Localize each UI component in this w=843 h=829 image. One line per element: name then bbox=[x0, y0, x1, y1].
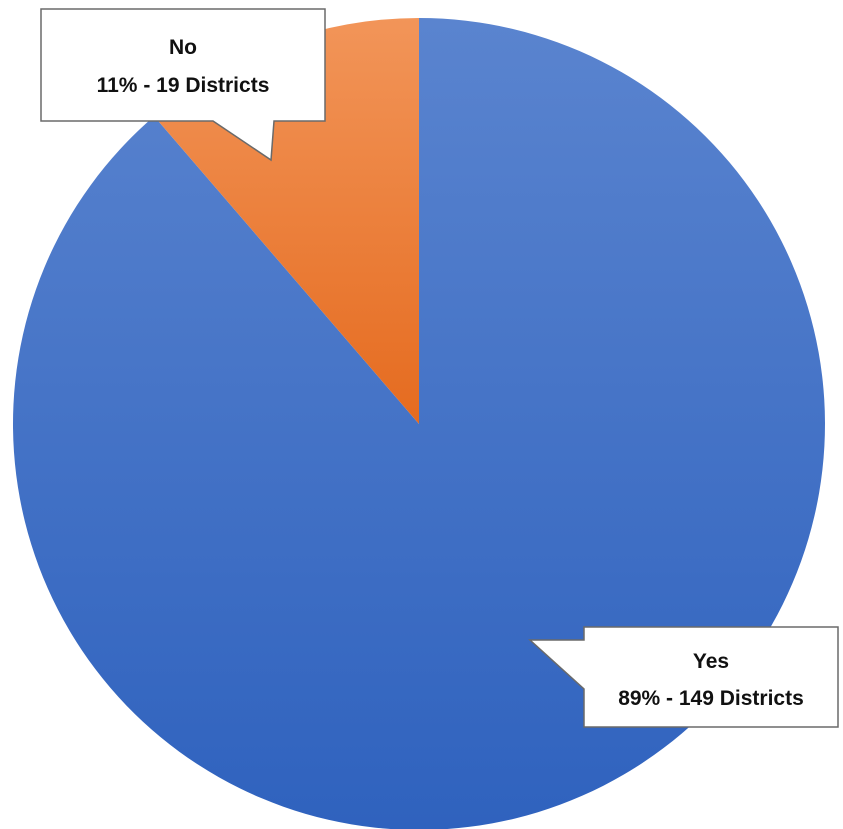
callout-yes-value: 89% - 149 Districts bbox=[618, 687, 804, 710]
callout-yes: Yes 89% - 149 Districts bbox=[528, 626, 839, 728]
callout-yes-label: Yes bbox=[693, 650, 729, 673]
callout-yes-box bbox=[528, 626, 839, 728]
callout-no-value: 11% - 19 Districts bbox=[97, 74, 270, 97]
callout-no-label: No bbox=[169, 36, 197, 59]
callout-no: No 11% - 19 Districts bbox=[40, 8, 326, 162]
callout-no-box bbox=[40, 8, 326, 162]
